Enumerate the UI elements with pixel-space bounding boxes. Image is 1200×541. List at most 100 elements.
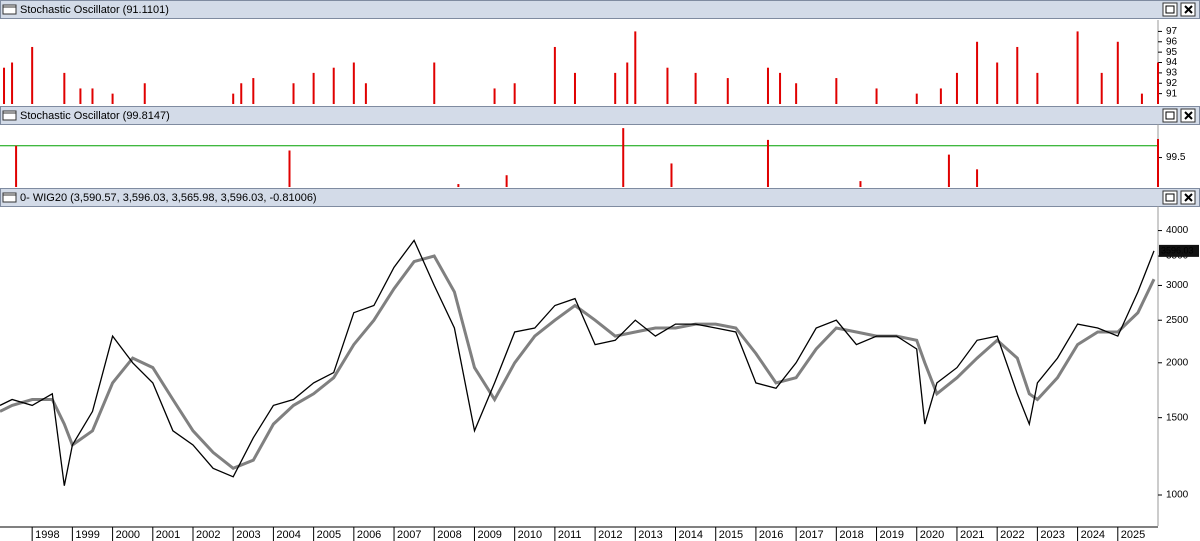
- bar: [1016, 46, 1019, 104]
- x-tick-label: 2010: [518, 529, 542, 541]
- x-tick-label: 2017: [799, 529, 823, 541]
- x-tick-label: 2022: [1000, 529, 1024, 541]
- panel-title: Stochastic Oscillator: [20, 110, 120, 122]
- bar: [3, 67, 6, 104]
- bar: [1157, 62, 1159, 104]
- close-icon: [1184, 5, 1193, 14]
- x-tick-label: 2008: [437, 529, 461, 541]
- bar: [779, 72, 782, 104]
- maximize-icon: [1165, 193, 1175, 202]
- x-tick-label: 2016: [759, 529, 783, 541]
- x-tick-label: 2011: [558, 529, 582, 541]
- x-tick-label: 2004: [276, 529, 300, 541]
- bar: [457, 184, 460, 187]
- bar: [955, 72, 958, 104]
- bar: [1036, 72, 1039, 104]
- x-tick-label: 1999: [75, 529, 99, 541]
- bar: [240, 83, 243, 104]
- y-tick-label: 93: [1166, 68, 1178, 79]
- maximize-button[interactable]: [1162, 2, 1178, 17]
- bar: [91, 88, 94, 104]
- bar: [15, 145, 18, 187]
- bar: [859, 181, 862, 187]
- bar: [63, 72, 66, 104]
- bar: [915, 93, 918, 104]
- panel-icon: [2, 192, 17, 203]
- x-tick-label: 2015: [719, 529, 743, 541]
- x-tick-label: 2001: [156, 529, 180, 541]
- bar: [666, 67, 669, 104]
- panel-title: 0- WIG20 (3,590.57, 3,596.03, 3,565.98, …: [20, 192, 317, 204]
- maximize-icon: [1165, 111, 1175, 120]
- y-tick-label: 3000: [1166, 280, 1189, 291]
- maximize-button[interactable]: [1162, 108, 1178, 123]
- bar: [835, 78, 838, 104]
- bar: [875, 88, 878, 104]
- x-tick-label: 2006: [357, 529, 381, 541]
- y-tick-label: 2000: [1166, 357, 1189, 368]
- bar: [11, 62, 14, 104]
- bar: [939, 88, 942, 104]
- bar: [352, 62, 355, 104]
- x-tick-label: 2024: [1081, 529, 1105, 541]
- price-line: [0, 239, 1155, 486]
- x-tick-label: 2003: [236, 529, 260, 541]
- x-tick-label: 2007: [397, 529, 421, 541]
- bar: [1100, 72, 1103, 104]
- x-tick-label: 2023: [1040, 529, 1064, 541]
- y-tick-label: 91: [1166, 88, 1178, 99]
- y-tick-label: 2500: [1166, 315, 1189, 326]
- x-tick-label: 2025: [1121, 529, 1145, 541]
- bar: [252, 78, 255, 104]
- x-tick-label: 2012: [598, 529, 622, 541]
- bar: [1140, 93, 1143, 104]
- bar: [947, 154, 950, 187]
- bar: [766, 139, 769, 187]
- bar: [1116, 41, 1119, 104]
- bar: [726, 78, 729, 104]
- bar: [312, 72, 315, 104]
- bar: [1076, 31, 1079, 104]
- y-tick-label: 96: [1166, 36, 1178, 47]
- panel-title: Stochastic Oscillator: [20, 4, 120, 16]
- bar: [1157, 139, 1159, 187]
- bar: [79, 88, 82, 104]
- x-tick-label: 2009: [477, 529, 501, 541]
- x-tick-label: 2002: [196, 529, 220, 541]
- x-tick-label: 2020: [920, 529, 944, 541]
- x-tick-label: 2018: [839, 529, 863, 541]
- x-axis-band: [0, 527, 1200, 541]
- bar: [996, 62, 999, 104]
- bar: [622, 128, 625, 187]
- x-tick-label: 2013: [638, 529, 662, 541]
- bar: [433, 62, 436, 104]
- bar: [694, 72, 697, 104]
- close-icon: [1184, 111, 1193, 120]
- bar: [513, 83, 516, 104]
- x-tick-label: 2005: [317, 529, 341, 541]
- last-price-label: 3596.03: [1161, 245, 1194, 255]
- panel-header: [0, 0, 1200, 19]
- panel-title-value: (99.8147): [123, 110, 170, 122]
- bar: [111, 93, 114, 104]
- bar: [31, 46, 34, 104]
- y-tick-label: 1000: [1166, 490, 1189, 501]
- maximize-icon: [1165, 5, 1175, 14]
- bar: [573, 72, 576, 104]
- panel-icon: [2, 110, 17, 121]
- bar: [670, 163, 673, 187]
- x-tick-label: 2021: [960, 529, 984, 541]
- price-line: [0, 254, 1156, 471]
- maximize-button[interactable]: [1162, 190, 1178, 205]
- y-tick-label: 97: [1166, 26, 1178, 37]
- bar: [766, 67, 769, 104]
- bar: [143, 83, 146, 104]
- x-tick-label: 2019: [880, 529, 904, 541]
- bar: [976, 169, 979, 187]
- panel-title-value: (91.1101): [123, 4, 169, 16]
- y-tick-label: 94: [1166, 57, 1178, 68]
- bar: [626, 62, 629, 104]
- bar: [505, 175, 508, 187]
- bar: [634, 31, 637, 104]
